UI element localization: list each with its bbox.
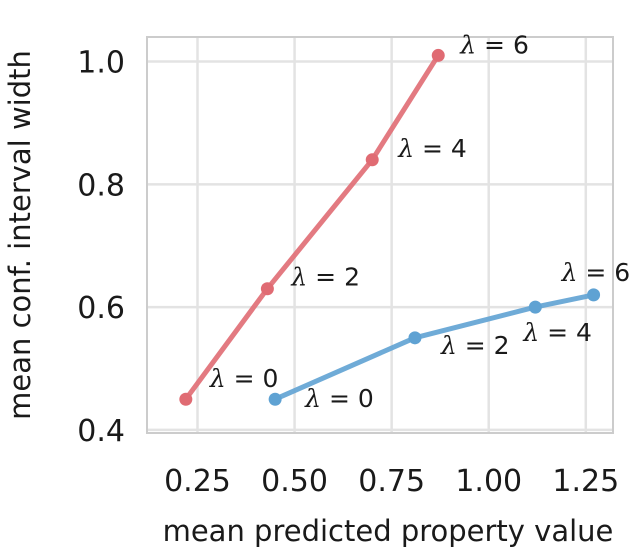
data-point bbox=[528, 300, 542, 314]
point-label: λ = 0 bbox=[209, 364, 279, 393]
y-axis-label: mean conf. interval width bbox=[3, 50, 37, 420]
x-tick-label: 0.50 bbox=[261, 464, 328, 499]
series-layer bbox=[179, 48, 601, 406]
y-tick-label: 0.6 bbox=[77, 291, 125, 326]
data-point bbox=[431, 48, 445, 62]
data-point bbox=[587, 288, 601, 302]
data-point bbox=[268, 392, 282, 406]
point-label: λ = 2 bbox=[290, 263, 360, 292]
point-label: λ = 4 bbox=[522, 318, 592, 347]
x-axis-label: mean predicted property value bbox=[163, 514, 614, 548]
data-point bbox=[260, 282, 274, 296]
data-point bbox=[408, 331, 422, 345]
x-tick-labels: 0.25 0.50 0.75 1.00 1.25 bbox=[164, 464, 619, 499]
x-tick-label: 0.75 bbox=[358, 464, 425, 499]
series-line bbox=[272, 292, 597, 402]
x-tick-label: 1.00 bbox=[455, 464, 522, 499]
x-tick-label: 1.25 bbox=[552, 464, 619, 499]
grid bbox=[147, 37, 613, 433]
point-label: λ = 6 bbox=[459, 30, 529, 59]
plot-frame bbox=[146, 36, 614, 434]
series-1 bbox=[179, 48, 445, 406]
y-tick-label: 0.4 bbox=[77, 414, 125, 449]
point-label: λ = 6 bbox=[561, 258, 631, 287]
data-point bbox=[179, 392, 193, 406]
y-tick-label: 1.0 bbox=[77, 46, 125, 81]
series-line bbox=[183, 52, 441, 402]
point-label: λ = 4 bbox=[397, 134, 467, 163]
y-tick-label: 0.8 bbox=[77, 168, 125, 203]
y-tick-labels: 0.4 0.6 0.8 1.0 bbox=[77, 46, 125, 449]
point-label: λ = 0 bbox=[304, 384, 374, 413]
series-2 bbox=[268, 288, 601, 406]
data-point bbox=[365, 153, 379, 167]
point-label: λ = 2 bbox=[440, 331, 510, 360]
x-tick-label: 0.25 bbox=[164, 464, 231, 499]
point-labels: λ = 0 λ = 2 λ = 4 λ = 6 λ = 0 λ = 2 λ = 4 λ = 6 bbox=[209, 30, 630, 413]
